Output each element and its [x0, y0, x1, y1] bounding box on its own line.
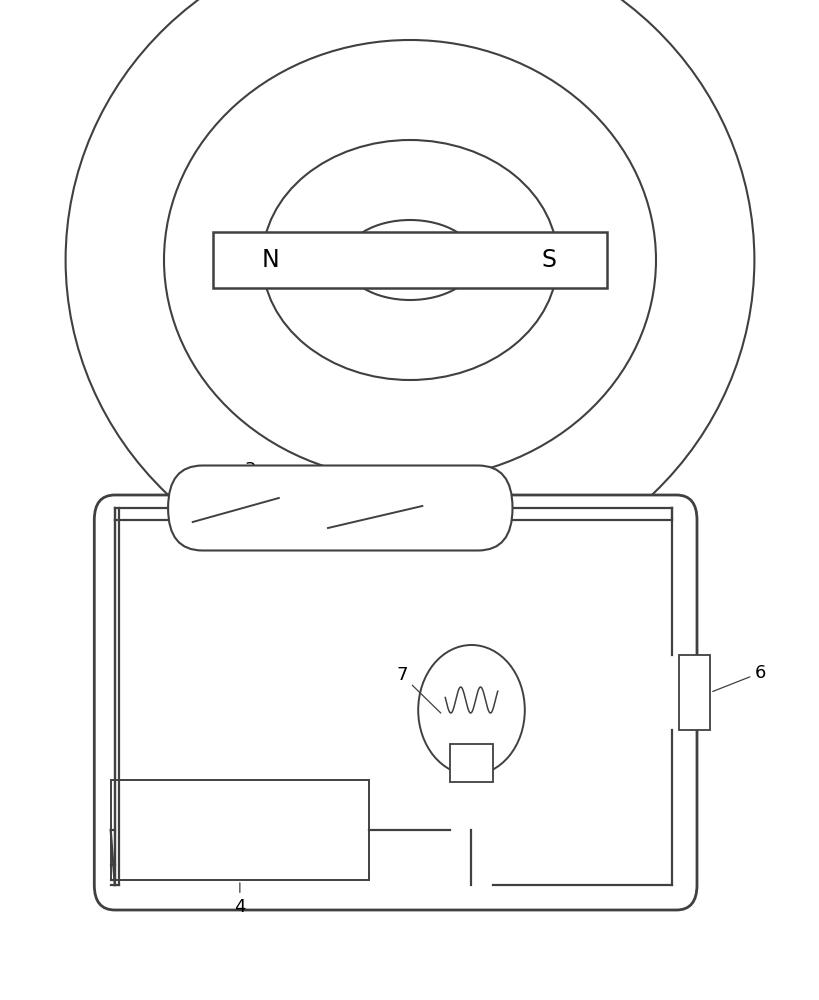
Text: 3: 3 — [244, 461, 256, 499]
Text: N: N — [261, 248, 279, 272]
Text: S: S — [541, 248, 556, 272]
FancyBboxPatch shape — [213, 232, 606, 288]
FancyBboxPatch shape — [111, 780, 369, 880]
Text: 4: 4 — [233, 883, 246, 916]
Text: 7: 7 — [396, 666, 441, 713]
FancyBboxPatch shape — [94, 495, 696, 910]
FancyBboxPatch shape — [450, 744, 492, 782]
Text: 2: 2 — [414, 464, 428, 503]
FancyBboxPatch shape — [168, 466, 512, 550]
FancyBboxPatch shape — [678, 655, 709, 730]
Text: 6: 6 — [712, 664, 766, 691]
